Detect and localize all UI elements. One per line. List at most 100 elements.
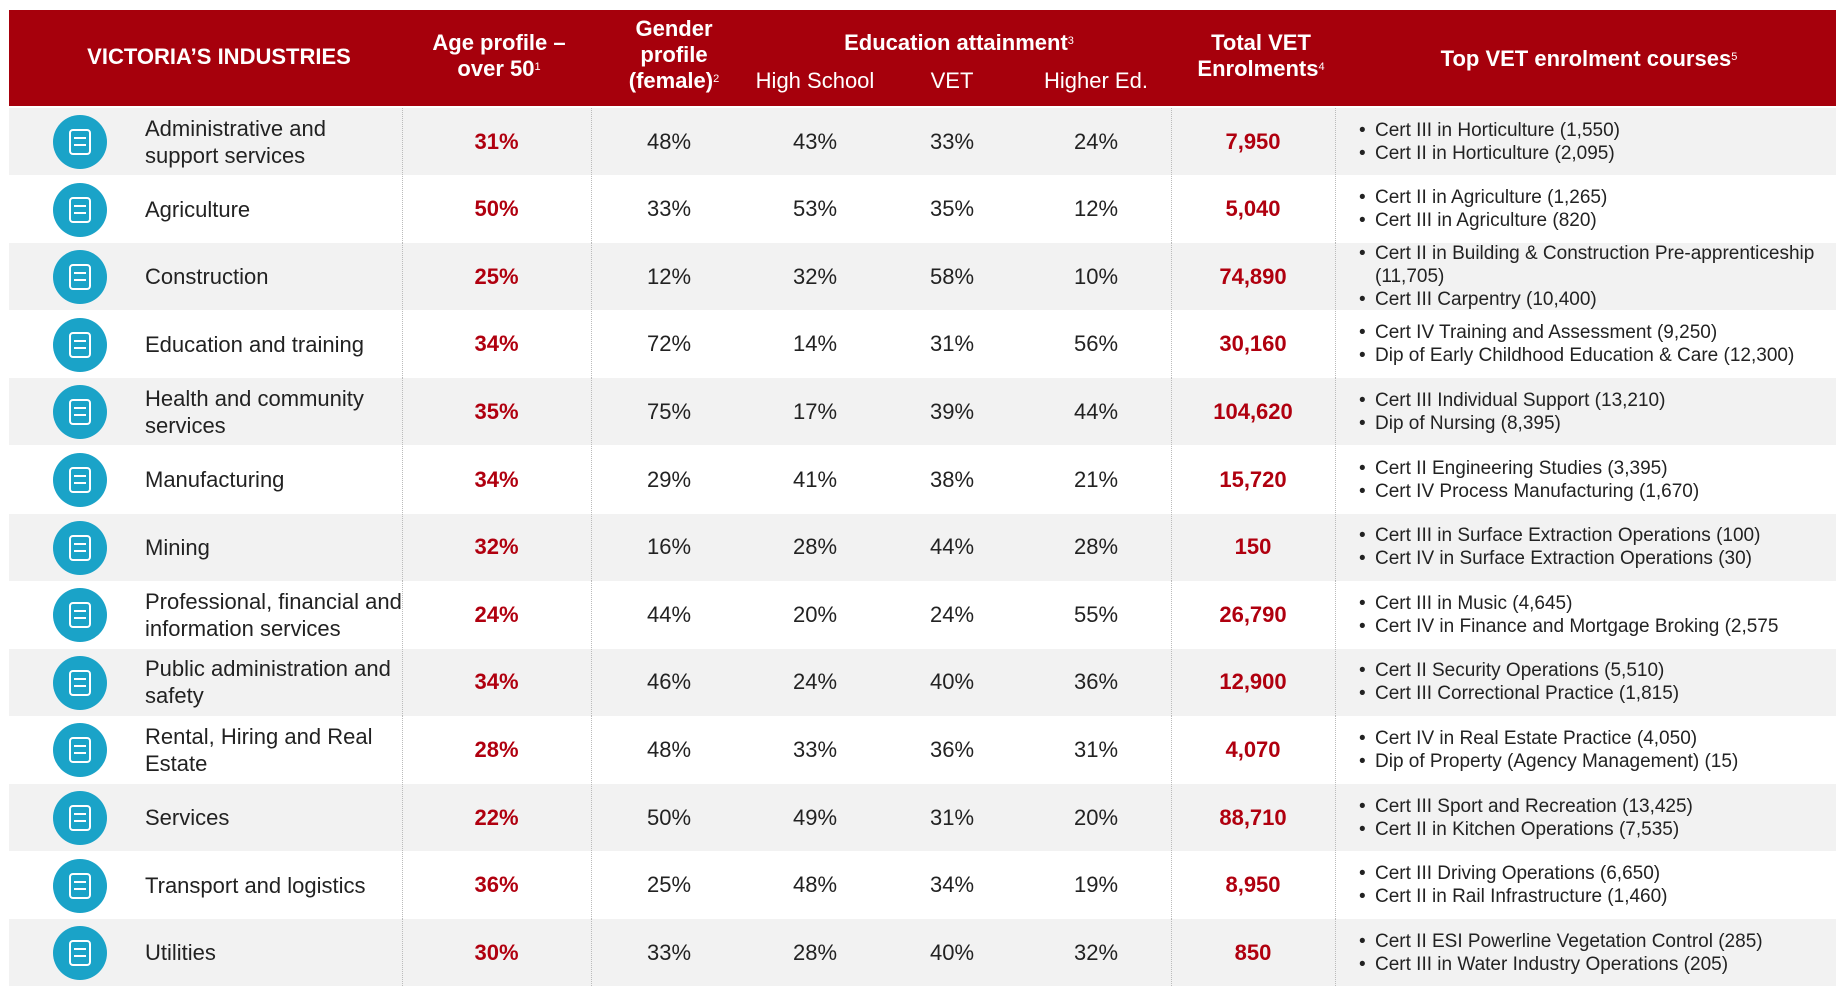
column-divider — [1335, 175, 1336, 243]
course-list: Cert II in Building & Construction Pre-a… — [1357, 243, 1836, 310]
column-divider — [402, 581, 403, 649]
industry-icon — [53, 250, 107, 305]
course-list: Cert III in Horticulture (1,550)Cert II … — [1357, 108, 1836, 175]
industry-icon — [53, 926, 107, 981]
cell-higher-ed: 20% — [1073, 804, 1119, 830]
icon-glyph — [69, 196, 91, 223]
header-text: Age profile – over 50 — [432, 30, 566, 81]
cell-total: 104,620 — [1213, 398, 1293, 424]
column-divider — [591, 784, 592, 851]
column-divider — [1335, 108, 1336, 175]
course-item: Cert IV Training and Assessment (9,250) — [1357, 321, 1836, 344]
column-divider — [1171, 581, 1172, 649]
header-education: Education attainment3 — [749, 30, 1169, 56]
cell-higher-ed: 10% — [1073, 263, 1119, 289]
cell-age: 34% — [474, 466, 519, 492]
icon-glyph — [69, 534, 91, 561]
cell-vet: 38% — [929, 466, 975, 492]
course-item: Cert III Carpentry (10,400) — [1357, 288, 1836, 311]
header-text: Higher Ed. — [1044, 68, 1148, 93]
icon-glyph — [69, 669, 91, 696]
icon-glyph — [69, 331, 91, 358]
course-item: Dip of Early Childhood Education & Care … — [1357, 344, 1836, 367]
course-list: Cert IV in Real Estate Practice (4,050)D… — [1357, 716, 1836, 783]
column-divider — [1335, 513, 1336, 581]
column-divider — [1335, 784, 1336, 851]
cell-high-school: 28% — [792, 939, 838, 965]
column-divider — [402, 310, 403, 378]
footnote-mark: 2 — [713, 73, 720, 85]
cell-total: 15,720 — [1219, 466, 1287, 492]
icon-glyph — [69, 940, 91, 967]
cell-gender: 72% — [646, 331, 692, 357]
cell-vet: 24% — [929, 601, 975, 627]
table-row: Agriculture 50% 33% 53% 35% 12% 5,040 Cert II i… — [9, 175, 1836, 243]
course-item: Cert II in Building & Construction Pre-a… — [1357, 242, 1836, 288]
table-row: Utilities 30% 33% 28% 40% 32% 850 Cert II ESI P… — [9, 919, 1836, 987]
cell-higher-ed: 21% — [1073, 466, 1119, 492]
cell-higher-ed: 36% — [1073, 669, 1119, 695]
course-list: Cert III Individual Support (13,210)Dip … — [1357, 378, 1836, 445]
industry-name: Mining — [145, 534, 210, 560]
icon-glyph — [69, 129, 91, 155]
cell-gender: 33% — [646, 939, 692, 965]
header-high-school: High School — [747, 68, 883, 94]
course-item: Cert III Driving Operations (6,650) — [1357, 862, 1836, 885]
cell-gender: 25% — [646, 872, 692, 898]
cell-higher-ed: 56% — [1073, 331, 1119, 357]
header-vet: VET — [883, 68, 1021, 94]
header-gender: Gender profile (female)2 — [609, 16, 739, 94]
course-item: Cert III in Horticulture (1,550) — [1357, 119, 1836, 142]
column-divider — [1335, 851, 1336, 919]
icon-glyph — [69, 467, 91, 493]
industry-name: Health and community services — [145, 385, 364, 438]
course-list: Cert II Engineering Studies (3,395)Cert … — [1357, 446, 1836, 513]
course-item: Cert III in Agriculture (820) — [1357, 209, 1836, 232]
cell-age: 32% — [474, 534, 519, 560]
column-divider — [591, 108, 592, 175]
cell-higher-ed: 24% — [1073, 128, 1119, 154]
column-divider — [402, 446, 403, 513]
column-divider — [402, 243, 403, 311]
table-row: Services 22% 50% 49% 31% 20% 88,710 Cert III Sp… — [9, 784, 1836, 851]
industry-name: Professional, financial and information … — [145, 588, 402, 641]
header-text: Total VET Enrolments — [1197, 30, 1319, 81]
header-higher-ed: Higher Ed. — [1021, 68, 1171, 94]
cell-total: 88,710 — [1219, 804, 1287, 830]
cell-higher-ed: 19% — [1073, 872, 1119, 898]
table-row: Public administration and safety 34% 46% 24… — [9, 648, 1836, 716]
industry-icon — [53, 182, 107, 237]
table-row: Administrative and support services 31% 48… — [9, 108, 1836, 175]
course-item: Cert II Engineering Studies (3,395) — [1357, 457, 1836, 480]
industry-icon — [53, 588, 107, 643]
industry-icon — [53, 723, 107, 778]
cell-gender: 44% — [646, 601, 692, 627]
cell-gender: 48% — [646, 736, 692, 762]
cell-vet: 39% — [929, 398, 975, 424]
industry-name: Transport and logistics — [145, 872, 366, 898]
industry-icon — [53, 385, 107, 440]
cell-age: 34% — [474, 669, 519, 695]
cell-high-school: 48% — [792, 872, 838, 898]
course-item: Cert IV in Finance and Mortgage Broking … — [1357, 615, 1836, 638]
cell-high-school: 28% — [792, 534, 838, 560]
column-divider — [402, 513, 403, 581]
column-divider — [402, 716, 403, 784]
cell-higher-ed: 28% — [1073, 534, 1119, 560]
column-divider — [591, 175, 592, 243]
column-divider — [1171, 648, 1172, 716]
cell-total: 30,160 — [1219, 331, 1287, 357]
cell-vet: 44% — [929, 534, 975, 560]
column-divider — [591, 851, 592, 919]
cell-high-school: 32% — [792, 263, 838, 289]
industry-icon — [53, 317, 107, 372]
cell-vet: 58% — [929, 263, 975, 289]
cell-vet: 35% — [929, 196, 975, 222]
header-text: Top VET enrolment courses — [1440, 46, 1732, 71]
cell-age: 36% — [474, 872, 519, 898]
icon-glyph — [69, 872, 91, 899]
header-total: Total VET Enrolments4 — [1181, 30, 1341, 82]
column-divider — [1335, 919, 1336, 987]
header-text: VET — [930, 68, 974, 93]
